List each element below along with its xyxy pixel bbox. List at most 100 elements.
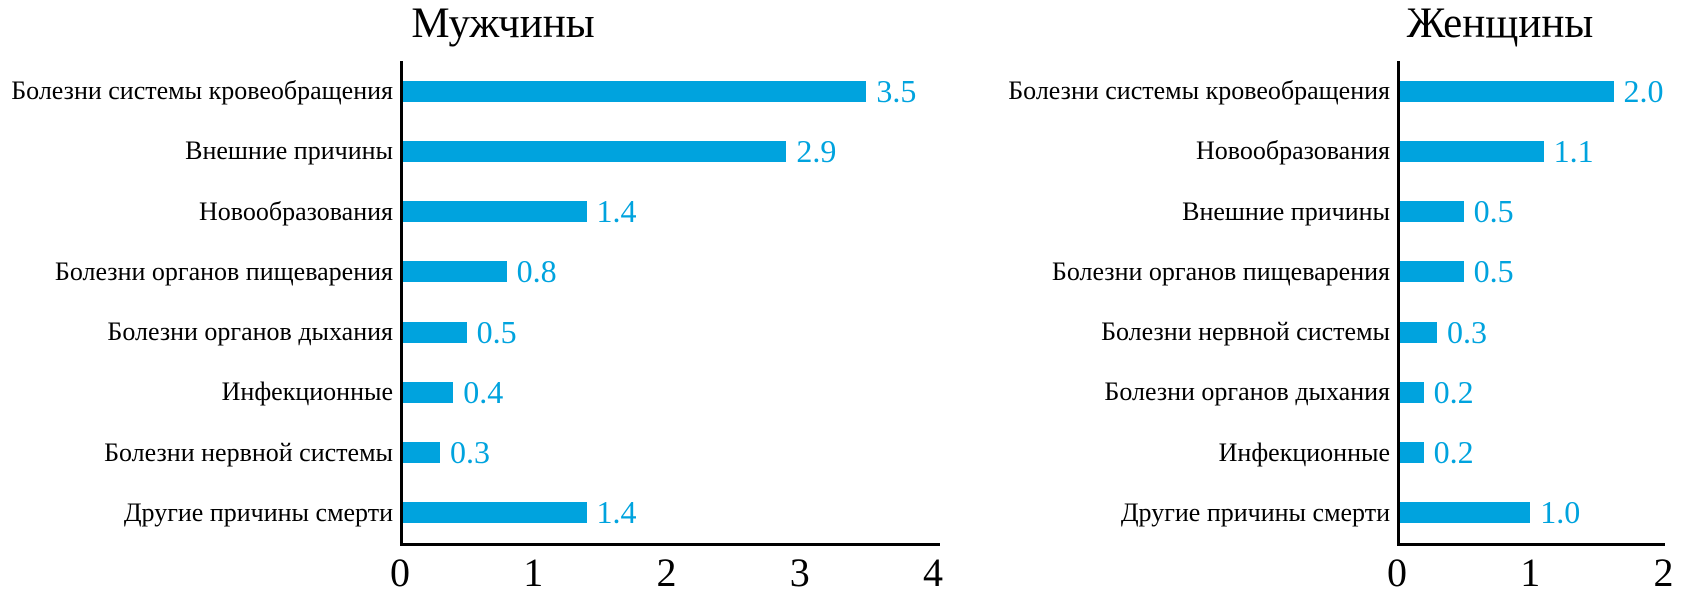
- category-label: Болезни органов пищеварения: [1051, 256, 1390, 286]
- value-label: 2.9: [796, 132, 837, 169]
- bar-track: 1.0: [1397, 483, 1664, 543]
- chart-row: Болезни нервной системы 0.3: [940, 302, 1708, 362]
- category-label: Внешние причины: [185, 136, 393, 166]
- x-axis-line: [1397, 543, 1665, 546]
- bar: [1397, 201, 1464, 223]
- category-label: Инфекционные: [1218, 437, 1390, 467]
- value-label: 0.4: [463, 373, 504, 410]
- y-axis-line: [400, 61, 403, 546]
- value-label: 3.5: [876, 72, 917, 109]
- chart-title-men: Мужчины: [411, 0, 595, 47]
- category-label: Болезни нервной системы: [104, 437, 393, 467]
- bar: [1397, 80, 1614, 102]
- x-tick-label: 2: [1653, 550, 1674, 595]
- category-label: Болезни нервной системы: [1101, 317, 1390, 347]
- chart-row: Болезни системы кровеобращения 3.5: [0, 61, 940, 121]
- x-tick-label: 1: [1520, 550, 1541, 595]
- x-axis-line: [400, 543, 940, 546]
- chart-row: Болезни нервной системы 0.3: [0, 423, 940, 483]
- bar-track: 0.2: [1397, 423, 1664, 483]
- bar: [1397, 381, 1424, 403]
- category-label: Болезни органов дыхания: [107, 317, 393, 347]
- chart-panel-women: Болезни системы кровеобращения 2.0 Новоо…: [940, 61, 1708, 595]
- bar-track: 1.4: [400, 182, 933, 242]
- bar-track: 0.3: [400, 423, 933, 483]
- bar: [400, 261, 507, 283]
- category-label: Болезни системы кровеобращения: [11, 76, 393, 106]
- value-label: 2.0: [1623, 72, 1664, 109]
- bar-track: 0.8: [400, 242, 933, 302]
- bar: [400, 80, 867, 102]
- bar: [1397, 261, 1464, 283]
- bar-track: 0.5: [400, 302, 933, 362]
- chart-row: Инфекционные 0.2: [940, 423, 1708, 483]
- chart-row: Инфекционные 0.4: [0, 362, 940, 422]
- category-label: Болезни системы кровеобращения: [1008, 76, 1390, 106]
- chart-row: Болезни органов пищеварения 0.8: [0, 242, 940, 302]
- chart-row: Болезни органов дыхания 0.5: [0, 302, 940, 362]
- x-tick-label: 2: [656, 550, 677, 595]
- category-label: Внешние причины: [1182, 196, 1390, 226]
- chart-row: Другие причины смерти 1.4: [0, 483, 940, 543]
- bar-track: 0.5: [1397, 242, 1664, 302]
- chart-row: Болезни органов пищеварения 0.5: [940, 242, 1708, 302]
- bar: [400, 381, 454, 403]
- bar-track: 1.4: [400, 483, 933, 543]
- value-label: 1.1: [1553, 132, 1594, 169]
- bar: [400, 321, 467, 343]
- bar-track: 3.5: [400, 61, 933, 121]
- value-label: 0.5: [1473, 253, 1514, 290]
- bar: [1397, 442, 1424, 464]
- value-label: 0.5: [476, 313, 517, 350]
- x-ticks: 0 1 2 3 4: [390, 550, 943, 603]
- chart-row: Новообразования 1.4: [0, 182, 940, 242]
- chart-panel-men: Болезни системы кровеобращения 3.5 Внешн…: [0, 61, 943, 595]
- bar: [400, 140, 787, 162]
- category-label: Болезни органов пищеварения: [54, 256, 393, 286]
- bar-track: 2.0: [1397, 61, 1664, 121]
- value-label: 1.4: [596, 494, 637, 531]
- chart-row: Болезни системы кровеобращения 2.0: [940, 61, 1708, 121]
- category-label: Другие причины смерти: [1120, 497, 1390, 527]
- category-label: Болезни органов дыхания: [1104, 377, 1390, 407]
- category-label: Инфекционные: [221, 377, 393, 407]
- value-label: 0.3: [449, 434, 490, 471]
- chart-title-women: Женщины: [1406, 0, 1594, 47]
- x-tick-label: 0: [1387, 550, 1407, 595]
- rows: Болезни системы кровеобращения 3.5 Внешн…: [0, 61, 940, 543]
- x-tick-label: 4: [923, 550, 943, 595]
- bar-track: 0.2: [1397, 362, 1664, 422]
- rows: Болезни системы кровеобращения 2.0 Новоо…: [940, 61, 1708, 543]
- category-label: Новообразования: [198, 196, 393, 226]
- value-label: 0.5: [1473, 193, 1514, 230]
- x-tick-label: 3: [789, 550, 810, 595]
- bar-track: 0.5: [1397, 182, 1664, 242]
- bar: [400, 201, 587, 223]
- chart-row: Новообразования 1.1: [940, 121, 1708, 181]
- bar: [400, 502, 587, 524]
- value-label: 0.2: [1433, 434, 1474, 471]
- bar: [1397, 321, 1437, 343]
- y-axis-line: [1397, 61, 1400, 546]
- bar-track: 0.3: [1397, 302, 1664, 362]
- value-label: 1.0: [1540, 494, 1581, 531]
- category-label: Новообразования: [1195, 136, 1390, 166]
- bar: [400, 442, 440, 464]
- chart-row: Внешние причины 2.9: [0, 121, 940, 181]
- value-label: 0.3: [1446, 313, 1487, 350]
- category-label: Другие причины смерти: [123, 497, 393, 527]
- bar-track: 0.4: [400, 362, 933, 422]
- value-label: 1.4: [596, 193, 637, 230]
- x-tick-label: 1: [523, 550, 544, 595]
- chart-row: Внешние причины 0.5: [940, 182, 1708, 242]
- x-tick-label: 0: [390, 550, 410, 595]
- value-label: 0.8: [516, 253, 557, 290]
- x-ticks: 0 1 2: [1387, 550, 1674, 603]
- chart-row: Другие причины смерти 1.0: [940, 483, 1708, 543]
- bar-track: 2.9: [400, 121, 933, 181]
- bar: [1397, 140, 1544, 162]
- value-label: 0.2: [1433, 373, 1474, 410]
- bar: [1397, 502, 1531, 524]
- chart-row: Болезни органов дыхания 0.2: [940, 362, 1708, 422]
